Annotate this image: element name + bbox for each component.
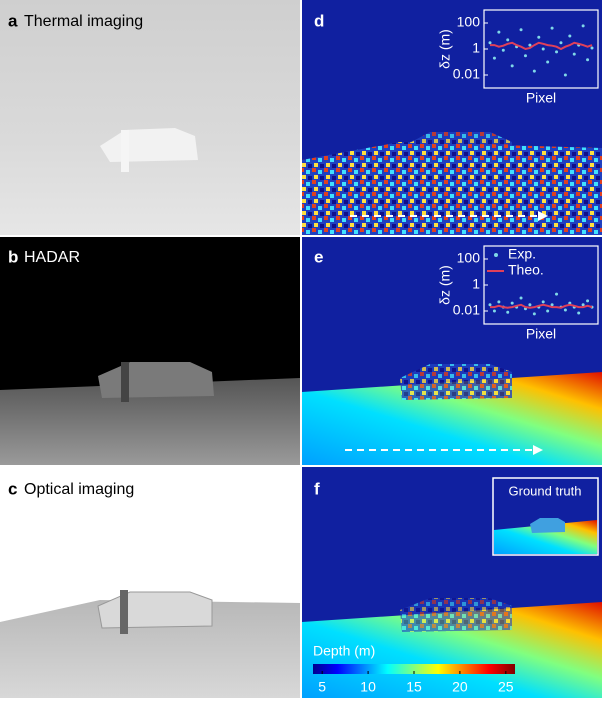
data-point (489, 41, 492, 44)
y-tick-label: 100 (457, 250, 481, 266)
x-tick-label: 15 (406, 679, 422, 695)
data-point (542, 300, 545, 303)
panel-letter: f (314, 479, 320, 498)
data-point (493, 57, 496, 60)
data-point (537, 36, 540, 39)
y-axis-label: δz (m) (437, 265, 453, 305)
data-point (555, 50, 558, 53)
panel-letter: a (8, 11, 18, 30)
panel-title: Thermal imaging (24, 13, 143, 30)
legend-label: Theo. (508, 262, 544, 278)
data-point (493, 310, 496, 313)
data-point (497, 31, 500, 34)
x-axis-label: Pixel (526, 90, 556, 106)
panel-letter: c (8, 479, 17, 498)
data-point (528, 303, 531, 306)
data-point (586, 299, 589, 302)
data-point (564, 308, 567, 311)
y-tick-label: 0.01 (453, 302, 480, 318)
data-point (502, 49, 505, 52)
data-point (497, 300, 500, 303)
data-point (551, 27, 554, 30)
panel-letter: b (8, 247, 18, 266)
panel-f: Ground truth (302, 467, 602, 698)
figure: Ground truth a Thermal imaging b HADAR c… (0, 0, 602, 698)
thermal-image (0, 0, 300, 235)
person (121, 130, 129, 172)
x-axis-label: Pixel (526, 326, 556, 342)
person (120, 590, 128, 634)
panel-c (0, 467, 300, 698)
data-point (506, 38, 509, 41)
y-tick-label: 100 (457, 14, 481, 30)
panel-b (0, 237, 300, 465)
data-point (582, 24, 585, 27)
data-point (573, 53, 576, 56)
data-point (524, 54, 527, 57)
panel-letter: e (314, 247, 323, 266)
data-point (586, 58, 589, 61)
data-point (489, 303, 492, 306)
data-point (555, 293, 558, 296)
y-tick-label: 1 (472, 276, 480, 292)
data-point (511, 302, 514, 305)
data-point (577, 312, 580, 315)
data-point (533, 312, 536, 315)
x-tick-label: 20 (452, 679, 468, 695)
data-point (559, 41, 562, 44)
y-tick-label: 0.01 (453, 66, 480, 82)
y-axis-label: δz (m) (437, 29, 453, 69)
legend-label: Exp. (508, 246, 536, 262)
person (121, 362, 129, 402)
panel-letter: d (314, 11, 324, 30)
data-point (511, 64, 514, 67)
colorbar-title: Depth (m) (313, 643, 375, 659)
legend-swatch (494, 253, 498, 257)
x-tick-label: 25 (498, 679, 514, 695)
data-point (520, 297, 523, 300)
x-tick-label: 10 (360, 679, 376, 695)
y-tick-label: 1 (472, 40, 480, 56)
data-point (568, 35, 571, 38)
ground-truth-label: Ground truth (509, 483, 582, 498)
data-point (542, 48, 545, 51)
panel-title: HADAR (24, 249, 80, 266)
data-point (546, 310, 549, 313)
data-point (591, 46, 594, 49)
data-point (564, 74, 567, 77)
data-point (520, 28, 523, 31)
data-point (506, 311, 509, 314)
data-point (533, 70, 536, 73)
data-point (546, 61, 549, 64)
panel-a (0, 0, 300, 235)
x-tick-label: 5 (318, 679, 326, 695)
panel-title: Optical imaging (24, 481, 134, 498)
